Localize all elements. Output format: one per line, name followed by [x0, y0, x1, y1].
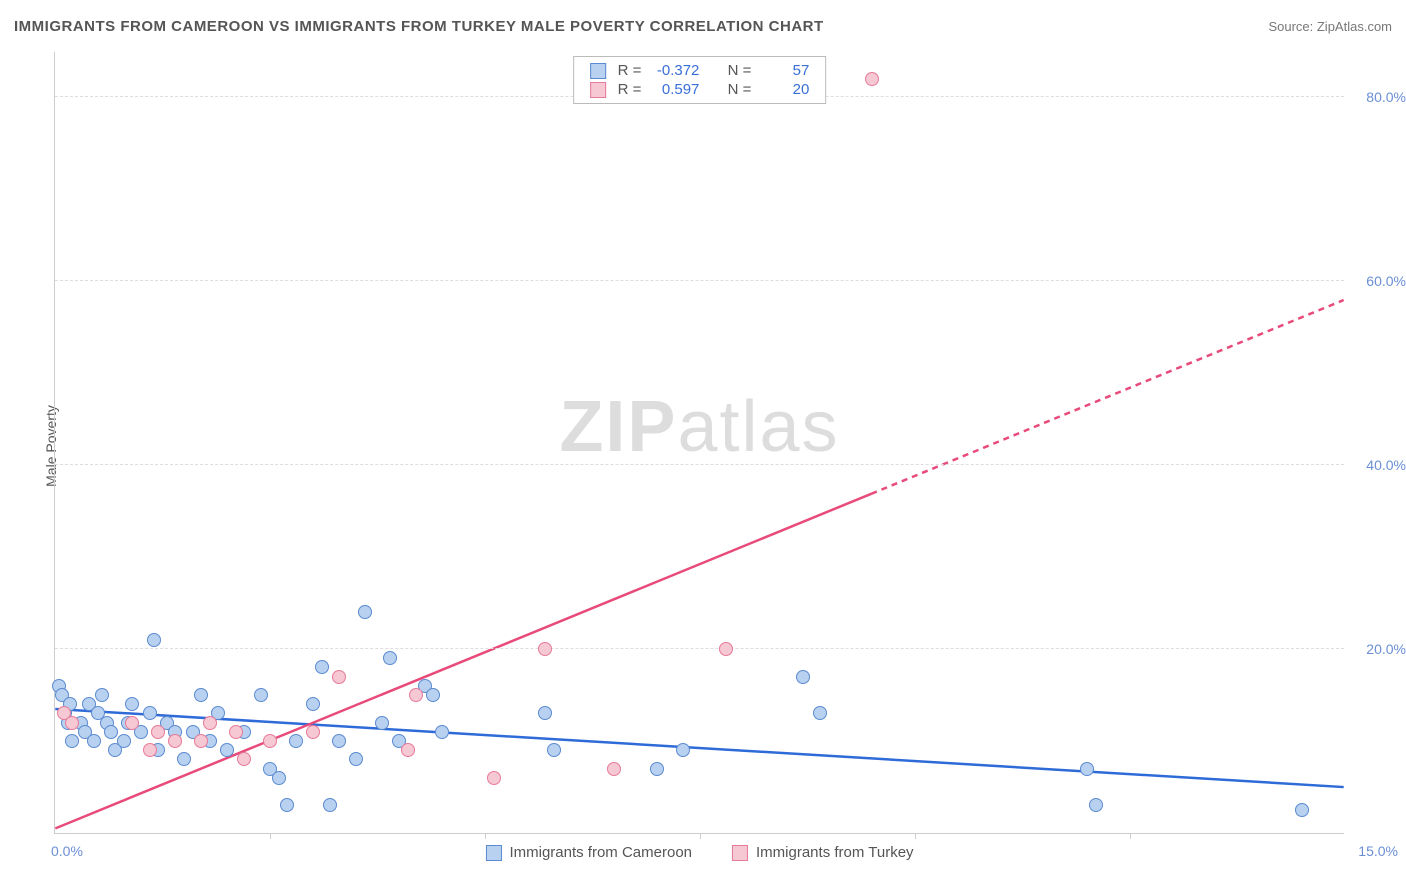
point-turkey: [332, 670, 346, 684]
point-turkey: [409, 688, 423, 702]
point-cameroon: [358, 605, 372, 619]
point-turkey: [237, 752, 251, 766]
point-cameroon: [104, 725, 118, 739]
gridline: [55, 464, 1344, 465]
point-cameroon: [332, 734, 346, 748]
watermark-zip: ZIP: [559, 387, 677, 467]
series-name-cameroon: Immigrants from Cameroon: [509, 844, 692, 861]
r-value-cameroon: -0.372: [653, 62, 699, 79]
legend-item-turkey: Immigrants from Turkey: [732, 844, 914, 861]
point-turkey: [865, 72, 879, 86]
x-tick: [270, 833, 271, 839]
scatter-plot-area: ZIPatlas R = -0.372 N = 57 R = 0.597 N =…: [54, 52, 1344, 834]
source-attribution: Source: ZipAtlas.com: [1268, 19, 1392, 34]
point-cameroon: [117, 734, 131, 748]
chart-title: IMMIGRANTS FROM CAMEROON VS IMMIGRANTS F…: [14, 18, 824, 35]
point-cameroon: [538, 706, 552, 720]
point-turkey: [538, 642, 552, 656]
legend-row-cameroon: R = -0.372 N = 57: [584, 61, 816, 80]
point-turkey: [65, 716, 79, 730]
point-cameroon: [280, 798, 294, 812]
legend-item-cameroon: Immigrants from Cameroon: [485, 844, 692, 861]
point-turkey: [263, 734, 277, 748]
point-cameroon: [435, 725, 449, 739]
x-tick: [700, 833, 701, 839]
point-turkey: [203, 716, 217, 730]
correlation-legend: R = -0.372 N = 57 R = 0.597 N = 20: [573, 56, 827, 104]
watermark-atlas: atlas: [677, 387, 839, 467]
point-cameroon: [125, 697, 139, 711]
point-turkey: [143, 743, 157, 757]
point-turkey: [607, 762, 621, 776]
r-value-turkey: 0.597: [653, 81, 699, 98]
point-turkey: [151, 725, 165, 739]
x-axis-min-label: 0.0%: [51, 843, 83, 859]
point-cameroon: [147, 633, 161, 647]
point-cameroon: [65, 734, 79, 748]
series-legend: Immigrants from Cameroon Immigrants from…: [485, 844, 913, 861]
point-cameroon: [426, 688, 440, 702]
r-label: R =: [618, 62, 642, 79]
point-turkey: [719, 642, 733, 656]
point-cameroon: [813, 706, 827, 720]
point-turkey: [306, 725, 320, 739]
x-tick: [1130, 833, 1131, 839]
point-turkey: [125, 716, 139, 730]
point-cameroon: [272, 771, 286, 785]
point-cameroon: [315, 660, 329, 674]
trend-line: [55, 494, 871, 829]
r-label: R =: [618, 81, 642, 98]
y-tick-label: 40.0%: [1351, 457, 1406, 473]
point-turkey: [487, 771, 501, 785]
trend-line: [55, 709, 1343, 787]
swatch-cameroon-icon: [485, 845, 501, 861]
point-cameroon: [1089, 798, 1103, 812]
x-tick: [915, 833, 916, 839]
y-tick-label: 60.0%: [1351, 273, 1406, 289]
legend-row-turkey: R = 0.597 N = 20: [584, 80, 816, 99]
point-turkey: [401, 743, 415, 757]
series-name-turkey: Immigrants from Turkey: [756, 844, 914, 861]
y-tick-label: 20.0%: [1351, 641, 1406, 657]
point-cameroon: [676, 743, 690, 757]
point-cameroon: [323, 798, 337, 812]
point-turkey: [229, 725, 243, 739]
n-value-cameroon: 57: [763, 62, 809, 79]
point-cameroon: [650, 762, 664, 776]
swatch-turkey-icon: [732, 845, 748, 861]
point-cameroon: [1295, 803, 1309, 817]
point-cameroon: [383, 651, 397, 665]
point-cameroon: [143, 706, 157, 720]
y-tick-label: 80.0%: [1351, 89, 1406, 105]
x-axis-max-label: 15.0%: [1358, 843, 1398, 859]
point-cameroon: [95, 688, 109, 702]
point-cameroon: [349, 752, 363, 766]
point-cameroon: [87, 734, 101, 748]
point-cameroon: [220, 743, 234, 757]
point-cameroon: [375, 716, 389, 730]
trend-lines-layer: [55, 52, 1344, 833]
point-cameroon: [194, 688, 208, 702]
n-label: N =: [728, 62, 752, 79]
point-cameroon: [254, 688, 268, 702]
gridline: [55, 648, 1344, 649]
point-turkey: [168, 734, 182, 748]
point-cameroon: [306, 697, 320, 711]
point-cameroon: [547, 743, 561, 757]
gridline: [55, 280, 1344, 281]
swatch-turkey-icon: [590, 82, 606, 98]
point-cameroon: [1080, 762, 1094, 776]
x-tick: [485, 833, 486, 839]
point-turkey: [194, 734, 208, 748]
n-label: N =: [728, 81, 752, 98]
swatch-cameroon-icon: [590, 63, 606, 79]
n-value-turkey: 20: [763, 81, 809, 98]
point-cameroon: [796, 670, 810, 684]
point-cameroon: [177, 752, 191, 766]
point-cameroon: [289, 734, 303, 748]
watermark-text: ZIPatlas: [559, 386, 839, 468]
